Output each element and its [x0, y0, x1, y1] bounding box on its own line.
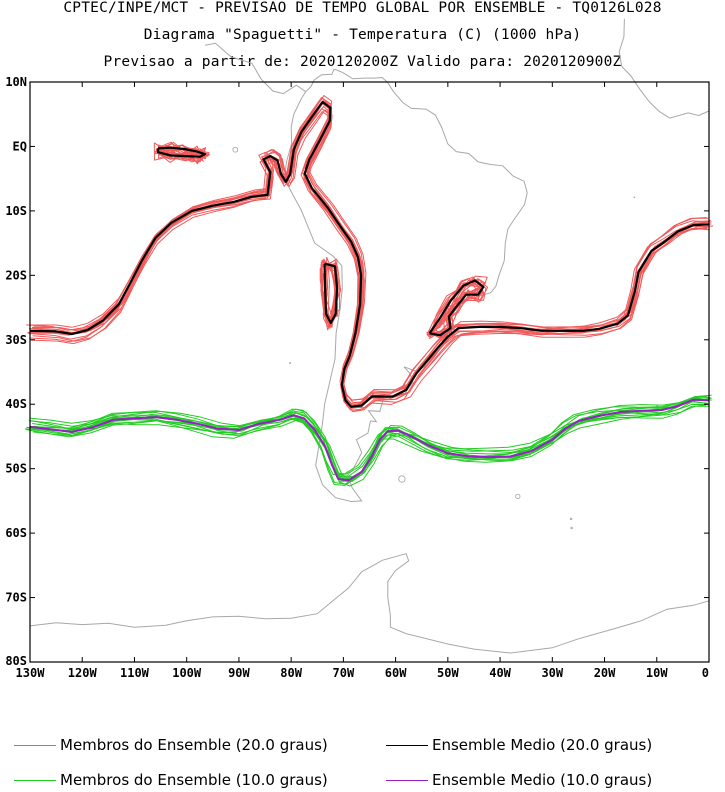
member-10-line-7-0: [24, 401, 708, 475]
legend-swatch-mean-20: [386, 744, 428, 746]
legend-label-member-20: Membros do Ensemble (20.0 graus): [60, 736, 328, 754]
member-20-line-8-0: [28, 101, 709, 401]
legend-item-member-10: Membros do Ensemble (10.0 graus): [14, 769, 328, 791]
member-20-line-13-3: [427, 278, 483, 339]
members-20-layer: [26, 95, 714, 413]
x-tick-label-4: 90W: [228, 666, 250, 680]
legend-swatch-member-20: [14, 744, 56, 746]
member-20-line-12-0: [26, 96, 707, 401]
member-20-line-9-3: [433, 275, 488, 340]
member-20-line-12-3: [428, 279, 484, 335]
member-20-line-7-0: [33, 97, 712, 407]
coastline-central-america: [204, 42, 307, 95]
legend-item-mean-20: Ensemble Medio (20.0 graus): [386, 734, 652, 756]
legend-swatch-mean-10: [386, 779, 428, 781]
coastline-island-5: [633, 196, 636, 199]
member-20-line-0-0: [29, 109, 709, 409]
members-10-layer: [24, 394, 712, 487]
member-20-line-4-0: [28, 105, 709, 403]
y-tick-label-3: 20S: [5, 268, 27, 282]
x-tick-label-1: 120W: [68, 666, 98, 680]
chart-title-line2: Diagrama "Spaguetti" - Temperatura (C) (…: [143, 27, 582, 43]
x-tick-label-2: 110W: [120, 666, 150, 680]
x-tick-label-5: 80W: [280, 666, 302, 680]
coastline-antarctica: [29, 553, 710, 654]
member-20-line-11-1: [160, 145, 209, 159]
member-20-line-1-0: [34, 101, 714, 409]
member-10-line-13-0: [28, 397, 712, 482]
coastline-island-2: [569, 517, 573, 521]
x-tick-label-7: 60W: [385, 666, 407, 680]
y-axis: 10N EQ 10S 20S 30S 40S 50S 60S 70S 80S: [5, 75, 709, 668]
legend-item-mean-10: Ensemble Medio (10.0 graus): [386, 769, 652, 791]
coastline-island-1: [515, 493, 521, 500]
legend-row-1: Membros do Ensemble (20.0 graus) Ensembl…: [0, 734, 725, 756]
y-tick-label-1: EQ: [13, 139, 27, 153]
y-tick-label-8: 70S: [5, 591, 27, 605]
member-10-line-9-0: [31, 394, 712, 487]
chart-title-line3: Previsao a partir de: 2020120200Z Valido…: [103, 54, 622, 70]
member-20-line-3-0: [32, 100, 712, 405]
member-20-line-5-0: [32, 101, 712, 407]
x-axis: 130W 120W 110W 100W 90W 80W 70W 60W 50W 40W 30W 20W…: [16, 82, 710, 680]
member-20-line-9-0: [31, 111, 710, 411]
coastline-island-7: [289, 362, 292, 364]
legend-item-member-20: Membros do Ensemble (20.0 graus): [14, 734, 328, 756]
coastline-island-0: [398, 475, 406, 483]
x-tick-label-3: 100W: [172, 666, 202, 680]
y-tick-label-5: 40S: [5, 397, 27, 411]
ensemble-mean-layer: [29, 100, 710, 482]
mean-10-line-0: [29, 398, 710, 482]
member-10-line-10-0: [33, 395, 711, 482]
member-20-line-3-3: [432, 278, 489, 343]
coastline-island-3: [570, 526, 573, 530]
legend-label-member-10: Membros do Ensemble (10.0 graus): [60, 771, 328, 789]
mean-20-line-0: [29, 100, 710, 408]
legend-label-mean-10: Ensemble Medio (10.0 graus): [432, 771, 653, 789]
legend-swatch-member-10: [14, 779, 56, 781]
y-tick-label-2: 10S: [5, 204, 27, 218]
x-tick-label-8: 50W: [437, 666, 459, 680]
x-tick-label-11: 20W: [594, 666, 616, 680]
y-tick-label-4: 30S: [5, 333, 27, 347]
plot-frame: [29, 81, 710, 663]
y-tick-label-6: 50S: [5, 462, 27, 476]
coastline-africa: [618, 18, 710, 119]
legend-label-mean-20: Ensemble Medio (20.0 graus): [432, 736, 653, 754]
y-tick-label-9: 80S: [5, 654, 27, 668]
x-tick-label-13: 0: [702, 666, 709, 680]
member-10-line-11-0: [29, 397, 712, 477]
x-tick-label-0: 130W: [16, 666, 46, 680]
x-tick-label-9: 40W: [489, 666, 511, 680]
x-tick-label-12: 10W: [646, 666, 668, 680]
member-20-line-11-0: [31, 97, 710, 408]
mean-20-line-1: [156, 146, 207, 158]
legend-row-2: Membros do Ensemble (10.0 graus) Ensembl…: [0, 769, 725, 791]
x-tick-label-6: 70W: [333, 666, 355, 680]
member-20-line-10-0: [27, 103, 708, 411]
mean-20-line-2: [323, 262, 339, 325]
y-tick-label-0: 10N: [5, 75, 27, 89]
mean-20-line-3: [428, 279, 485, 337]
member-10-line-0-0: [32, 396, 709, 481]
coastline-island-6: [232, 146, 239, 153]
x-tick-label-10: 30W: [541, 666, 563, 680]
coastline-layer: [29, 18, 710, 654]
y-tick-label-7: 60S: [5, 526, 27, 540]
member-20-line-2-0: [30, 95, 710, 406]
member-20-line-6-0: [27, 102, 708, 413]
member-20-line-13-0: [32, 108, 710, 406]
member-10-line-8-0: [31, 404, 706, 480]
chart-title-line1: CPTEC/INPE/MCT - PREVISAO DE TEMPO GLOBA…: [63, 0, 662, 16]
member-10-line-3-0: [27, 403, 708, 475]
